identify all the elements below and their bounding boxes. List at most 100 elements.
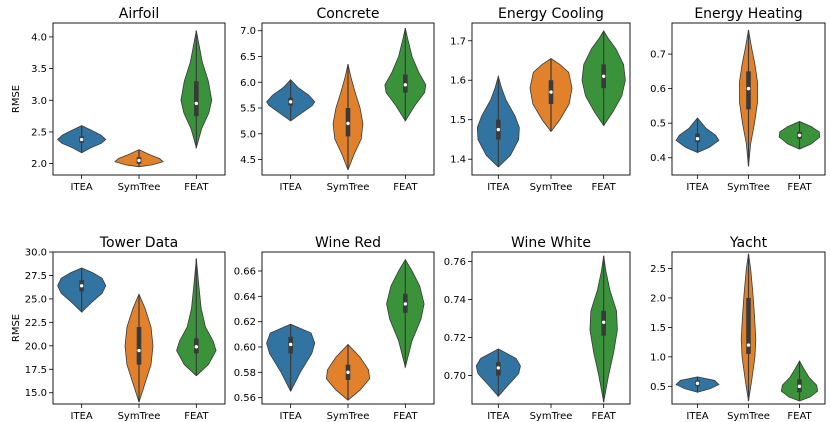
- x-tick-label: SymTree: [530, 411, 573, 422]
- median-point-feat: [797, 384, 802, 389]
- chart-title: Airfoil: [119, 6, 160, 22]
- y-tick-label: 4.5: [240, 155, 256, 166]
- panel-energy-cooling: Energy Cooling 1.4 1.5 1.6 1.7 ITEA SymTree FEA…: [450, 6, 631, 193]
- y-tick-label: 0.4: [650, 153, 666, 164]
- y-tick-label: 0.62: [234, 317, 256, 328]
- median-point-itea: [288, 100, 293, 104]
- y-tick-label: 0.6: [650, 84, 666, 95]
- x-tick-label: FEAT: [592, 182, 617, 193]
- x-tick-label: ITEA: [71, 411, 93, 422]
- y-tick-label: 1.4: [450, 155, 466, 166]
- y-tick-label: 6.0: [240, 78, 256, 89]
- x-tick-label: ITEA: [686, 182, 708, 193]
- x-tick-label: ITEA: [487, 411, 509, 422]
- iqr-box-symtree: [746, 297, 751, 354]
- y-tick-label: 1.5: [450, 115, 466, 126]
- panel-yacht: Yacht 0.5 1.0 1.5 2.0 2.5 ITEA SymTree FEAT: [650, 235, 826, 422]
- median-point-feat: [601, 320, 606, 324]
- iqr-box-symtree: [746, 71, 751, 110]
- x-tick-label: ITEA: [686, 411, 708, 422]
- y-tick-label: 0.76: [444, 257, 466, 268]
- x-tick-label: SymTree: [530, 182, 573, 193]
- panel-energy-heating: Energy Heating 0.4 0.5 0.6 0.7 ITEA SymTree FEA…: [650, 6, 826, 193]
- chart-title: Energy Cooling: [498, 6, 604, 22]
- y-tick-label: 0.70: [444, 371, 466, 382]
- median-point-symtree: [346, 370, 350, 375]
- median-point-symtree: [549, 90, 553, 94]
- y-tick-label: 0.5: [650, 382, 666, 393]
- panel-tower-data: Tower Data 15.0 17.5 20.0 22.5 25.0 27.5 30.0 IT…: [11, 235, 226, 422]
- median-point-feat: [797, 133, 802, 137]
- x-tick-label: FEAT: [184, 411, 209, 422]
- x-tick-label: FEAT: [393, 182, 418, 193]
- x-tick-label: FEAT: [393, 411, 418, 422]
- x-tick-label: SymTree: [727, 182, 770, 193]
- y-tick-label: 2.0: [650, 293, 666, 304]
- panel-airfoil: Airfoil 2.0 2.5 3.0 3.5 4.0 ITEA SymTree FEAT RMS…: [11, 6, 226, 193]
- chart-title: Wine White: [511, 235, 591, 251]
- median-point-itea: [695, 137, 700, 141]
- y-tick-label: 0.5: [650, 119, 666, 130]
- y-tick-label: 0.60: [234, 343, 256, 354]
- median-point-feat: [403, 302, 408, 306]
- y-tick-label: 6.5: [240, 52, 256, 63]
- x-tick-label: SymTree: [118, 411, 161, 422]
- panel-wine-red: Wine Red 0.56 0.58 0.60 0.62 0.64 0.66 ITEA SymT…: [234, 235, 435, 422]
- median-point-symtree: [137, 158, 141, 163]
- x-tick-label: FEAT: [592, 411, 617, 422]
- y-tick-label: 1.5: [650, 323, 666, 334]
- y-tick-label: 0.7: [650, 50, 666, 61]
- y-tick-label: 0.72: [444, 333, 466, 344]
- chart-title: Energy Heating: [694, 6, 802, 22]
- y-tick-label: 2.5: [650, 264, 666, 275]
- panel-concrete: Concrete 4.5 5.0 5.5 6.0 6.5 7.0 ITEA SymTree FEA…: [240, 6, 435, 193]
- median-point-symtree: [137, 348, 141, 353]
- y-tick-label: 7.0: [240, 26, 256, 37]
- y-tick-label: 17.5: [25, 365, 47, 376]
- y-tick-label: 5.5: [240, 104, 256, 115]
- y-tick-label: 20.0: [25, 341, 47, 352]
- x-tick-label: FEAT: [787, 411, 812, 422]
- y-tick-label: 0.66: [234, 267, 256, 278]
- y-tick-label: 25.0: [25, 294, 47, 305]
- median-point-symtree: [746, 86, 751, 91]
- y-tick-label: 0.74: [444, 295, 466, 306]
- median-point-feat: [403, 83, 408, 87]
- y-tick-label: 27.5: [25, 271, 47, 282]
- panel-wine-white: Wine White 0.70 0.72 0.74 0.76 ITEA SymTree FEA…: [444, 235, 631, 422]
- y-tick-label: 1.6: [450, 76, 466, 87]
- x-tick-label: ITEA: [280, 182, 302, 193]
- median-point-itea: [288, 342, 293, 347]
- x-tick-label: FEAT: [787, 182, 812, 193]
- median-point-symtree: [346, 121, 350, 126]
- y-tick-label: 30.0: [25, 248, 47, 259]
- x-tick-label: SymTree: [727, 411, 770, 422]
- median-point-itea: [79, 284, 84, 288]
- x-tick-label: SymTree: [327, 182, 370, 193]
- y-tick-label: 1.0: [650, 352, 666, 363]
- y-axis-label: RMSE: [11, 85, 22, 113]
- y-tick-label: 2.0: [31, 159, 47, 170]
- y-tick-label: 3.0: [31, 96, 47, 107]
- y-tick-label: 22.5: [25, 318, 47, 329]
- x-tick-label: SymTree: [327, 411, 370, 422]
- chart-title: Tower Data: [99, 235, 178, 251]
- x-tick-label: ITEA: [487, 182, 509, 193]
- y-tick-label: 4.0: [31, 32, 47, 43]
- x-tick-label: SymTree: [118, 182, 161, 193]
- y-tick-label: 5.0: [240, 129, 256, 140]
- x-tick-label: ITEA: [280, 411, 302, 422]
- median-point-itea: [496, 127, 501, 132]
- median-point-feat: [194, 101, 199, 106]
- chart-title: Yacht: [729, 235, 768, 251]
- chart-title: Concrete: [316, 6, 379, 22]
- median-point-itea: [496, 366, 501, 370]
- median-point-itea: [79, 137, 84, 142]
- x-tick-label: FEAT: [184, 182, 209, 193]
- y-tick-label: 15.0: [25, 388, 47, 399]
- median-point-itea: [695, 381, 700, 386]
- median-point-symtree: [746, 343, 751, 347]
- y-tick-label: 0.56: [234, 393, 256, 404]
- y-axis-label: RMSE: [11, 314, 22, 342]
